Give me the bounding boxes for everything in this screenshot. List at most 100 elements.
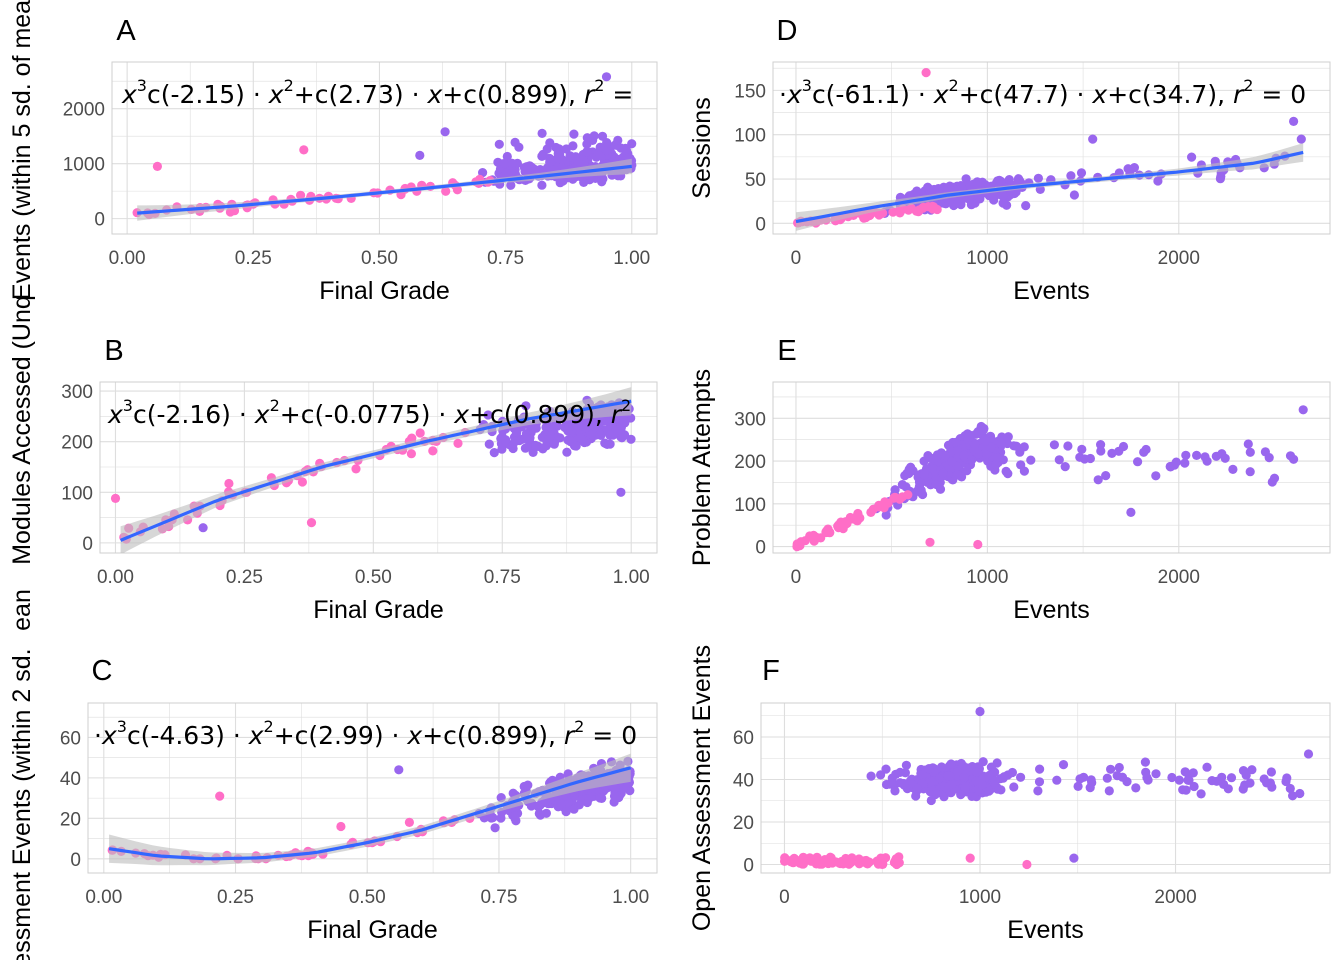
fit-equation: ·x3c(-61.1) · x2+c(47.7) · x+c(34.7), r2…: [779, 76, 1306, 109]
data-point: [1107, 448, 1117, 458]
data-point: [789, 856, 799, 866]
y-axis-title-fragment: Modules Accessed (Unq: [8, 295, 36, 565]
data-point: [1174, 775, 1184, 785]
data-point: [531, 423, 541, 433]
data-point: [553, 432, 563, 442]
data-point: [866, 507, 876, 517]
data-point: [1238, 766, 1249, 776]
data-point: [1298, 405, 1308, 415]
fit-line: [119, 399, 632, 542]
x-tick-label: 0.75: [487, 248, 524, 269]
data-point: [1087, 778, 1097, 788]
panel-F: 0 1000 2000 0 20 40 60 Events Open Assessment Ev…: [688, 645, 1331, 944]
x-tick-label: 1000: [966, 248, 1008, 269]
data-point: [1104, 786, 1114, 796]
data-point: [394, 765, 404, 775]
y-tick-label: 20: [733, 813, 754, 834]
data-point: [1269, 473, 1280, 483]
data-point: [980, 772, 990, 782]
data-point: [877, 859, 887, 869]
data-point: [1060, 462, 1070, 472]
y-tick-label: 40: [733, 771, 754, 792]
data-point: [946, 759, 956, 769]
equation-fragment: 2: [270, 396, 280, 415]
data-point: [940, 450, 950, 460]
data-point: [1058, 760, 1069, 770]
equation-fragment: x: [426, 80, 442, 109]
gridlines: [773, 62, 1330, 234]
x-axis-title: Events: [1013, 277, 1089, 305]
data-point: [574, 422, 584, 432]
data-point: [565, 151, 575, 161]
data-point: [996, 176, 1006, 186]
data-point: [1022, 859, 1032, 870]
data-point: [927, 777, 937, 787]
data-point: [1184, 775, 1194, 786]
data-point: [953, 470, 963, 480]
x-tick-label: 0.00: [97, 567, 134, 588]
data-point: [1096, 446, 1106, 456]
data-point: [1049, 440, 1059, 450]
data-point: [453, 438, 463, 448]
data-point: [1295, 788, 1305, 799]
data-point: [990, 776, 1000, 786]
data-point: [903, 490, 913, 500]
y-axis-title-fragment: ssessment Events (within 2 sd.: [8, 648, 36, 960]
data-point: [613, 135, 623, 145]
y-axis-title: Open Assessment Events: [688, 645, 716, 931]
gridlines: [100, 382, 657, 553]
data-point: [972, 767, 982, 777]
data-point: [540, 797, 550, 807]
data-point: [351, 464, 361, 474]
data-point: [1033, 786, 1043, 796]
data-point: [992, 758, 1002, 768]
data-point: [590, 422, 600, 432]
data-point: [152, 161, 162, 171]
data-point: [899, 778, 909, 789]
equation-fragment: x: [453, 400, 469, 429]
data-point: [215, 791, 225, 801]
data-point: [483, 410, 493, 420]
equation-fragment: r: [611, 400, 623, 429]
data-point: [514, 142, 524, 152]
y-tick-label: 200: [61, 433, 93, 454]
data-point: [1192, 450, 1202, 460]
data-point: [947, 779, 957, 789]
data-point: [602, 138, 612, 148]
data-point: [555, 178, 565, 188]
data-point: [617, 433, 627, 443]
equation-fragment: c(-4.63): [127, 721, 225, 750]
data-point: [862, 856, 872, 867]
data-point: [574, 158, 584, 168]
x-tick-label: 0.00: [109, 248, 146, 269]
data-point: [496, 813, 506, 823]
data-point: [1102, 773, 1112, 783]
equation-fragment: 3: [123, 396, 133, 415]
data-point: [562, 447, 572, 457]
y-tick-label: 2000: [63, 100, 105, 121]
x-tick-label: 2000: [1154, 887, 1196, 908]
y-tick-label: 300: [61, 382, 93, 403]
data-point: [1245, 447, 1255, 457]
data-point: [1035, 764, 1045, 774]
equation-fragment: c(-61.1): [812, 80, 910, 109]
data-point: [966, 431, 977, 441]
fit-line: [795, 150, 1304, 224]
x-axis-title: Events: [1013, 596, 1089, 624]
data-point: [1114, 762, 1124, 773]
data-point: [947, 457, 957, 467]
y-tick-label: 0: [70, 850, 81, 871]
equation-fragment: 2: [949, 76, 959, 95]
data-point: [958, 761, 968, 771]
data-point: [1202, 762, 1212, 772]
data-point: [959, 772, 969, 782]
data-point: [537, 151, 547, 161]
data-point: [890, 786, 900, 796]
data-point: [415, 428, 425, 438]
data-point: [1033, 173, 1043, 183]
data-point: [1001, 466, 1011, 476]
data-point: [956, 790, 966, 800]
panel-border: [87, 702, 658, 874]
equation-fragment: 2: [594, 76, 604, 95]
equation-fragment: ·: [404, 80, 428, 109]
